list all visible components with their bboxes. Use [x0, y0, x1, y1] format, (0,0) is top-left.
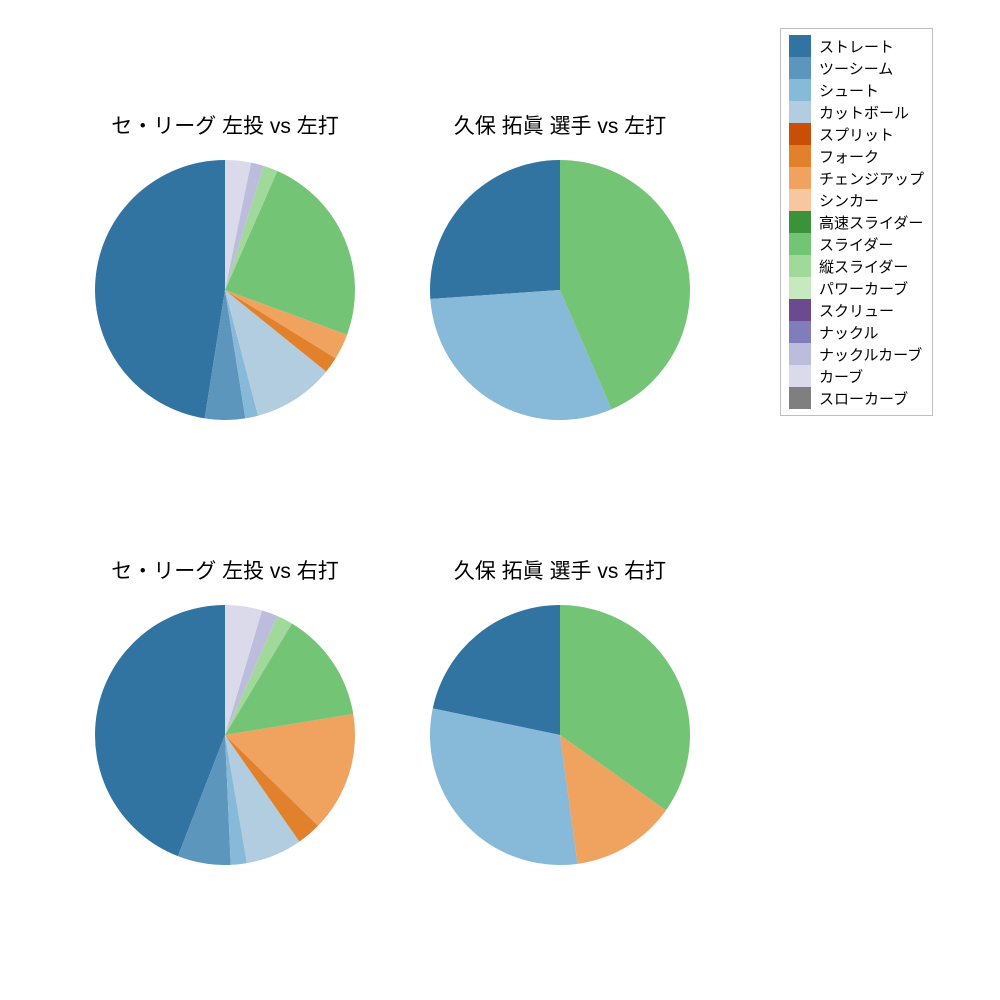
- legend: ストレートツーシームシュートカットボールスプリットフォークチェンジアップシンカー…: [780, 28, 933, 416]
- legend-item: カットボール: [789, 101, 924, 123]
- legend-item: 縦スライダー: [789, 255, 924, 277]
- pie-slice: [95, 160, 225, 418]
- legend-item: スローカーブ: [789, 387, 924, 409]
- pie-chart: [430, 605, 690, 865]
- legend-item: ナックル: [789, 321, 924, 343]
- pie-chart: [95, 605, 355, 865]
- legend-label: スライダー: [819, 234, 893, 255]
- legend-label: パワーカーブ: [819, 278, 908, 299]
- legend-label: ナックルカーブ: [819, 344, 922, 365]
- legend-swatch: [789, 101, 811, 123]
- legend-label: ストレート: [819, 36, 894, 57]
- legend-swatch: [789, 387, 811, 409]
- legend-item: シンカー: [789, 189, 924, 211]
- chart-title: 久保 拓眞 選手 vs 右打: [420, 555, 700, 585]
- chart-title: セ・リーグ 左投 vs 右打: [85, 555, 365, 585]
- legend-label: カットボール: [819, 102, 909, 123]
- legend-swatch: [789, 145, 811, 167]
- legend-label: 高速スライダー: [819, 212, 923, 233]
- legend-item: カーブ: [789, 365, 924, 387]
- legend-swatch: [789, 167, 811, 189]
- legend-swatch: [789, 233, 811, 255]
- legend-swatch: [789, 365, 811, 387]
- legend-label: シンカー: [819, 190, 879, 211]
- legend-item: パワーカーブ: [789, 277, 924, 299]
- legend-item: シュート: [789, 79, 924, 101]
- legend-swatch: [789, 79, 811, 101]
- legend-swatch: [789, 299, 811, 321]
- legend-label: スプリット: [819, 124, 894, 145]
- chart-title: セ・リーグ 左投 vs 左打: [85, 110, 365, 140]
- legend-item: 高速スライダー: [789, 211, 924, 233]
- legend-label: ツーシーム: [819, 58, 893, 79]
- legend-swatch: [789, 35, 811, 57]
- legend-swatch: [789, 343, 811, 365]
- pie-slice: [430, 160, 560, 299]
- legend-item: スクリュー: [789, 299, 924, 321]
- legend-item: スライダー: [789, 233, 924, 255]
- legend-swatch: [789, 123, 811, 145]
- legend-swatch: [789, 211, 811, 233]
- legend-label: カーブ: [819, 366, 863, 387]
- legend-item: スプリット: [789, 123, 924, 145]
- pie-chart: [95, 160, 355, 420]
- pie-chart: [430, 160, 690, 420]
- figure: ストレートツーシームシュートカットボールスプリットフォークチェンジアップシンカー…: [0, 0, 1000, 1000]
- legend-swatch: [789, 255, 811, 277]
- legend-swatch: [789, 189, 811, 211]
- legend-label: ナックル: [819, 322, 879, 343]
- legend-swatch: [789, 277, 811, 299]
- legend-swatch: [789, 57, 811, 79]
- legend-label: チェンジアップ: [819, 168, 924, 189]
- chart-title: 久保 拓眞 選手 vs 左打: [420, 110, 700, 140]
- legend-label: 縦スライダー: [819, 256, 908, 277]
- legend-label: シュート: [819, 80, 879, 101]
- legend-swatch: [789, 321, 811, 343]
- legend-item: ストレート: [789, 35, 924, 57]
- legend-item: チェンジアップ: [789, 167, 924, 189]
- legend-item: ツーシーム: [789, 57, 924, 79]
- legend-label: スローカーブ: [819, 388, 908, 409]
- legend-label: フォーク: [819, 146, 879, 167]
- legend-label: スクリュー: [819, 300, 894, 321]
- legend-item: ナックルカーブ: [789, 343, 924, 365]
- legend-item: フォーク: [789, 145, 924, 167]
